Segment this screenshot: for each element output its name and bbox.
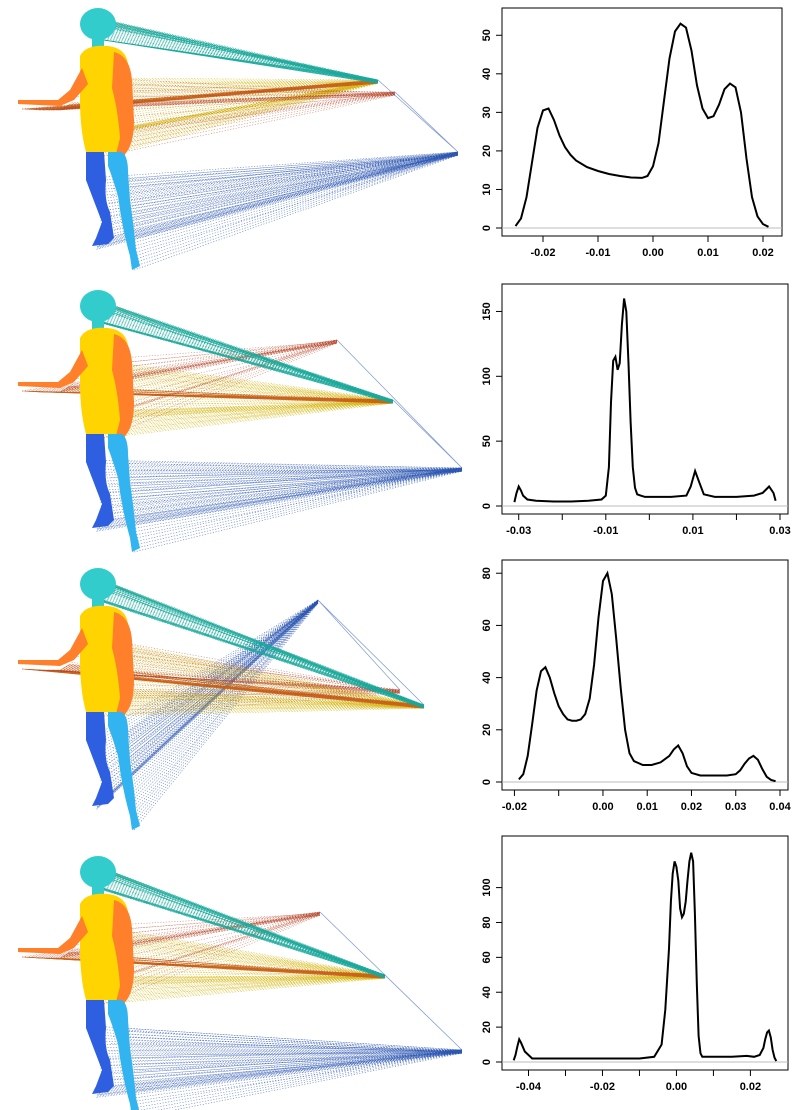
y-tick-label: 20 bbox=[481, 724, 493, 736]
human-figure bbox=[18, 8, 140, 270]
x-tick-label: -0.01 bbox=[593, 525, 618, 537]
human-figure bbox=[18, 290, 140, 552]
x-tick-label: 0.02 bbox=[740, 1081, 761, 1093]
y-tick-label: 10 bbox=[481, 183, 493, 195]
x-tick-label: -0.02 bbox=[530, 247, 555, 259]
density-curve bbox=[513, 298, 777, 503]
density-chart-1: 0 10 20 30 40 50 -0.02 -0.01 0.00 0.01 0.02 bbox=[481, 7, 783, 259]
y-tick-label: 0 bbox=[481, 503, 493, 509]
y-tick-label: 30 bbox=[481, 106, 493, 118]
x-tick-label: 0.03 bbox=[725, 801, 746, 813]
y-tick-label: 50 bbox=[481, 29, 493, 41]
y-tick-label: 20 bbox=[481, 1021, 493, 1033]
plot-frame bbox=[501, 559, 789, 791]
x-tick-label: -0.02 bbox=[502, 801, 527, 813]
y-tick-label: 100 bbox=[481, 367, 493, 385]
row-2: 0 50 100 150 -0.03 -0.01 0.01 0.03 bbox=[18, 283, 791, 553]
y-tick-label: 40 bbox=[481, 986, 493, 998]
x-tick-label: -0.03 bbox=[506, 525, 531, 537]
human-figure bbox=[18, 568, 140, 830]
x-tick-label: 0.00 bbox=[642, 247, 663, 259]
density-curve bbox=[514, 22, 769, 228]
plot-frame bbox=[501, 7, 783, 237]
x-tick-label: 0.02 bbox=[681, 801, 702, 813]
y-tick-label: 60 bbox=[481, 951, 493, 963]
y-tick-label: 0 bbox=[481, 225, 493, 231]
density-chart-3: 0 20 40 60 80 -0.02 0.00 0.01 0.02 0.03 0.04 bbox=[481, 559, 792, 813]
y-tick-label: 0 bbox=[481, 779, 493, 785]
y-tick-label: 150 bbox=[481, 302, 493, 320]
x-tick-label: 0.02 bbox=[752, 247, 773, 259]
row-3: 0 20 40 60 80 -0.02 0.00 0.01 0.02 0.03 0.04 bbox=[18, 559, 792, 831]
y-tick-label: 50 bbox=[481, 435, 493, 447]
x-tick-label: -0.02 bbox=[590, 1081, 615, 1093]
density-chart-4: 0 20 40 60 80 100 -0.04 -0.02 0.00 0.02 bbox=[481, 835, 789, 1093]
y-tick-label: 60 bbox=[481, 619, 493, 631]
y-tick-label: 40 bbox=[481, 68, 493, 80]
y-tick-label: 80 bbox=[481, 916, 493, 928]
x-tick-label: -0.04 bbox=[516, 1081, 542, 1093]
row-1: 0 10 20 30 40 50 -0.02 -0.01 0.00 0.01 0.02 bbox=[18, 7, 783, 271]
y-tick-label: 80 bbox=[481, 567, 493, 579]
row-4: 0 20 40 60 80 100 -0.04 -0.02 0.00 0.02 bbox=[18, 835, 789, 1110]
x-tick-label: 0.01 bbox=[682, 525, 703, 537]
y-tick-label: 40 bbox=[481, 671, 493, 683]
x-tick-label: 0.00 bbox=[592, 801, 613, 813]
x-tick-label: 0.04 bbox=[769, 801, 791, 813]
plot-frame bbox=[501, 283, 789, 515]
plot-frame bbox=[501, 835, 789, 1071]
density-curve bbox=[518, 570, 776, 783]
density-chart-2: 0 50 100 150 -0.03 -0.01 0.01 0.03 bbox=[481, 283, 791, 537]
x-tick-label: 0.01 bbox=[637, 801, 658, 813]
x-tick-label: -0.01 bbox=[585, 247, 610, 259]
density-curve bbox=[512, 852, 778, 1062]
x-tick-label: 0.03 bbox=[769, 525, 790, 537]
y-tick-label: 100 bbox=[481, 878, 493, 896]
y-tick-label: 0 bbox=[481, 1059, 493, 1065]
x-tick-label: 0.00 bbox=[666, 1081, 687, 1093]
x-tick-label: 0.01 bbox=[697, 247, 718, 259]
y-tick-label: 20 bbox=[481, 145, 493, 157]
